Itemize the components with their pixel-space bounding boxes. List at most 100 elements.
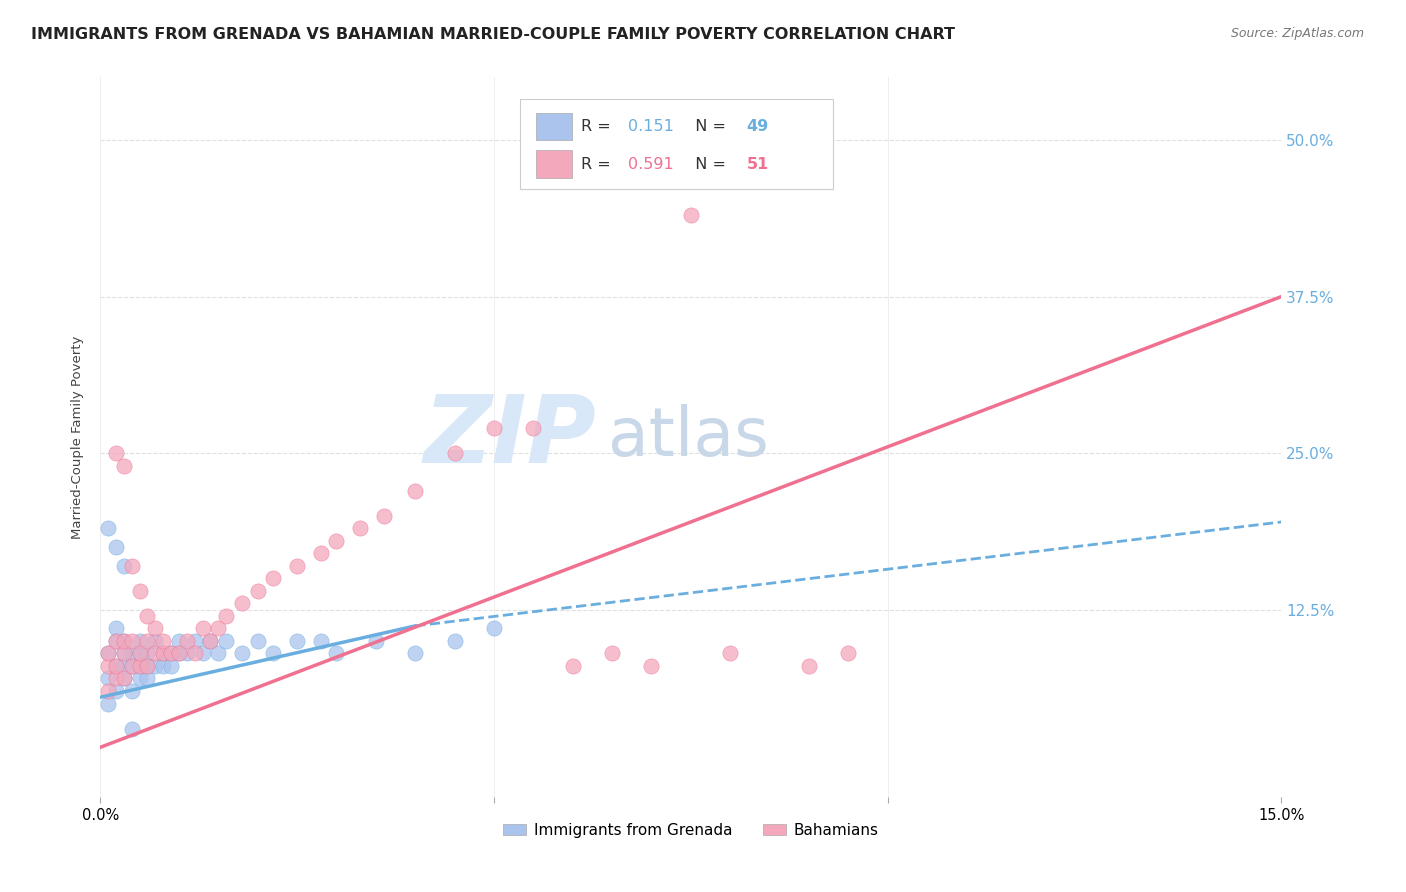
Point [136, 659, 159, 673]
Point [121, 558, 143, 573]
Point [104, 684, 127, 698]
Point [325, 533, 347, 548]
Point [309, 634, 332, 648]
Point [97, 672, 120, 686]
Point [97, 697, 120, 711]
Point [176, 647, 198, 661]
Text: Source: ZipAtlas.com: Source: ZipAtlas.com [1230, 27, 1364, 40]
Point [121, 659, 143, 673]
Point [160, 659, 183, 673]
Point [443, 634, 465, 648]
Point [176, 634, 198, 648]
Point [128, 659, 150, 673]
FancyBboxPatch shape [536, 150, 571, 178]
Point [97, 684, 120, 698]
Text: atlas: atlas [609, 404, 769, 470]
Point [167, 634, 190, 648]
Point [121, 647, 143, 661]
Point [104, 446, 127, 460]
Point [136, 659, 159, 673]
Point [112, 634, 135, 648]
Point [136, 634, 159, 648]
Point [215, 608, 238, 623]
Point [160, 647, 183, 661]
Text: 0.591: 0.591 [628, 157, 673, 172]
Point [285, 634, 308, 648]
Point [136, 608, 159, 623]
Point [97, 647, 120, 661]
Point [325, 647, 347, 661]
Point [136, 647, 159, 661]
Point [104, 634, 127, 648]
Point [143, 647, 166, 661]
Point [152, 647, 174, 661]
FancyBboxPatch shape [536, 112, 571, 140]
Text: N =: N = [685, 119, 731, 134]
Point [97, 521, 120, 535]
Point [718, 647, 741, 661]
Point [482, 421, 505, 435]
Text: 49: 49 [747, 119, 769, 134]
Point [143, 659, 166, 673]
Point [262, 571, 284, 585]
Point [128, 659, 150, 673]
Point [191, 647, 214, 661]
Point [104, 672, 127, 686]
Point [152, 647, 174, 661]
Point [121, 634, 143, 648]
Point [404, 483, 426, 498]
Point [246, 634, 269, 648]
Point [285, 558, 308, 573]
Point [143, 621, 166, 635]
Point [231, 596, 253, 610]
Point [112, 659, 135, 673]
Point [112, 672, 135, 686]
Point [104, 540, 127, 554]
Point [262, 647, 284, 661]
Point [104, 621, 127, 635]
Text: R =: R = [581, 119, 616, 134]
Point [160, 647, 183, 661]
Text: ZIP: ZIP [423, 392, 596, 483]
Point [97, 659, 120, 673]
Point [112, 558, 135, 573]
Point [152, 659, 174, 673]
Point [373, 508, 395, 523]
Point [443, 446, 465, 460]
Text: 0.151: 0.151 [628, 119, 673, 134]
Point [837, 647, 859, 661]
Point [522, 421, 544, 435]
Text: N =: N = [685, 157, 731, 172]
Point [104, 659, 127, 673]
Point [112, 647, 135, 661]
Text: 51: 51 [747, 157, 769, 172]
Point [121, 659, 143, 673]
Point [207, 647, 229, 661]
Point [121, 722, 143, 736]
Point [97, 647, 120, 661]
Point [128, 647, 150, 661]
Point [112, 634, 135, 648]
Point [167, 647, 190, 661]
FancyBboxPatch shape [520, 99, 832, 189]
Point [600, 647, 623, 661]
Point [200, 634, 222, 648]
Point [183, 647, 205, 661]
Point [200, 634, 222, 648]
Point [309, 546, 332, 560]
Point [167, 647, 190, 661]
Point [404, 647, 426, 661]
Point [112, 458, 135, 473]
Point [364, 634, 387, 648]
Legend: Immigrants from Grenada, Bahamians: Immigrants from Grenada, Bahamians [498, 816, 884, 844]
Point [112, 672, 135, 686]
Point [191, 621, 214, 635]
Point [128, 634, 150, 648]
Point [215, 634, 238, 648]
Point [128, 647, 150, 661]
Point [104, 634, 127, 648]
Y-axis label: Married-Couple Family Poverty: Married-Couple Family Poverty [72, 335, 84, 539]
Point [797, 659, 820, 673]
Point [482, 621, 505, 635]
Text: IMMIGRANTS FROM GRENADA VS BAHAMIAN MARRIED-COUPLE FAMILY POVERTY CORRELATION CH: IMMIGRANTS FROM GRENADA VS BAHAMIAN MARR… [31, 27, 955, 42]
